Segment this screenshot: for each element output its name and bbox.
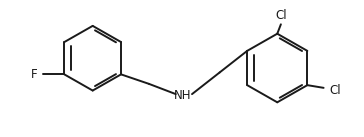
Text: Cl: Cl — [329, 84, 341, 97]
Text: Cl: Cl — [275, 9, 287, 22]
Text: F: F — [31, 68, 37, 81]
Text: NH: NH — [174, 89, 192, 102]
